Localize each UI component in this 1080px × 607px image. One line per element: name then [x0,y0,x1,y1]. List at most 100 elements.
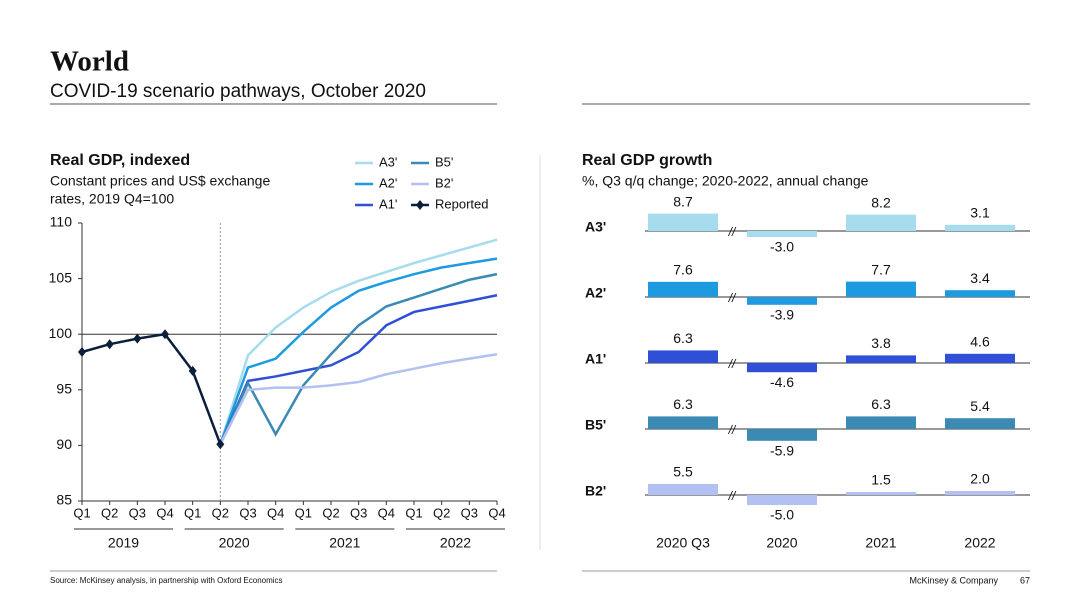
x-tick-label: Q3 [129,505,146,520]
legend-label: B5' [435,154,453,169]
bar [846,416,916,429]
x-tick-label: Q1 [73,505,90,520]
point-marker [105,339,114,350]
x-tick-label: Q2 [322,505,339,520]
bar [648,416,718,429]
group-label: 2022 [440,535,471,551]
series-line [219,294,498,445]
x-tick-label: 2021 [865,535,896,551]
chart-subtitle: %, Q3 q/q change; 2020-2022, annual chan… [582,173,869,189]
data-label: 1.5 [871,472,891,488]
data-label: 7.7 [871,261,891,277]
y-tick-label: 85 [56,492,72,508]
data-label: -3.0 [770,239,794,255]
series-line [219,272,498,445]
bar [648,281,718,297]
data-label: -3.9 [770,307,794,323]
data-label: 8.2 [871,194,891,210]
x-tick-label: Q4 [156,505,173,520]
legend-label: A3' [379,154,397,169]
y-tick-label: 90 [56,436,72,452]
bar [648,213,718,231]
x-tick-label: Q3 [239,505,256,520]
legend-label: B2' [435,175,453,190]
bar [846,492,916,495]
chart-title: Real GDP, indexed [50,152,190,169]
series-line [219,257,498,445]
axis-break: // [728,423,737,437]
x-tick-label: 2022 [964,535,995,551]
bar [945,224,1015,231]
point-marker [216,439,225,450]
point-marker [133,333,142,344]
group-label: 2021 [329,535,360,551]
x-tick-label: Q2 [212,505,229,520]
bar [945,418,1015,429]
series-line [219,352,498,445]
group-label: 2020 [219,535,250,551]
x-tick-label: Q1 [184,505,201,520]
x-tick-label: Q1 [405,505,422,520]
bar [747,363,817,373]
row-label: A3' [585,219,606,235]
group-label: 2019 [108,535,139,551]
data-label: 3.8 [871,335,891,351]
x-tick-label: Q2 [101,505,118,520]
series-line [81,332,222,445]
row-label: B2' [585,483,606,499]
legend-label: Reported [435,196,488,211]
legend-label: A2' [379,175,397,190]
axis-break: // [728,357,737,371]
slide-title: World [50,46,129,78]
y-tick-label: 110 [50,214,73,230]
x-tick-label: 2020 Q3 [656,535,710,551]
axis-break: // [728,225,737,239]
x-tick-label: Q3 [461,505,478,520]
row-label: A1' [585,351,606,367]
bar [747,495,817,505]
company: McKinsey & Company [909,575,998,585]
chart-subtitle: rates, 2019 Q4=100 [50,191,174,207]
bar [846,214,916,231]
data-label: 3.4 [970,270,990,286]
slide-subtitle: COVID-19 scenario pathways, October 2020 [50,81,426,102]
bar [747,429,817,441]
legend-label: A1' [379,196,397,211]
data-label: -4.6 [770,374,794,390]
data-label: -5.0 [770,507,794,523]
point-marker [161,329,169,340]
axis-break: // [728,291,737,305]
x-tick-label: Q1 [295,505,312,520]
bar [747,231,817,237]
data-label: 6.3 [871,396,891,412]
data-label: -5.9 [770,443,794,459]
chart-subtitle: Constant prices and US$ exchange [50,173,270,189]
bar [747,297,817,305]
bar [945,290,1015,297]
row-label: B5' [585,417,606,433]
data-label: 7.6 [673,262,693,278]
data-label: 2.0 [970,471,990,487]
data-label: 8.7 [673,193,693,209]
legend-marker [416,200,424,210]
chart-title: Real GDP growth [582,152,712,169]
series-line [219,238,498,445]
x-tick-label: Q4 [267,505,284,520]
bar [648,484,718,495]
x-tick-label: Q4 [378,505,395,520]
x-tick-label: Q3 [350,505,367,520]
y-tick-label: 100 [49,325,73,341]
page-number: 67 [1020,575,1030,585]
x-tick-label: Q4 [488,505,505,520]
bar [945,353,1015,363]
data-label: 6.3 [673,330,693,346]
y-tick-label: 105 [49,269,73,285]
bar [846,281,916,297]
point-marker [78,346,86,357]
row-label: A2' [585,285,606,301]
data-label: 4.6 [970,334,990,350]
y-tick-label: 95 [56,381,72,397]
x-tick-label: 2020 [766,535,797,551]
bar [648,350,718,363]
